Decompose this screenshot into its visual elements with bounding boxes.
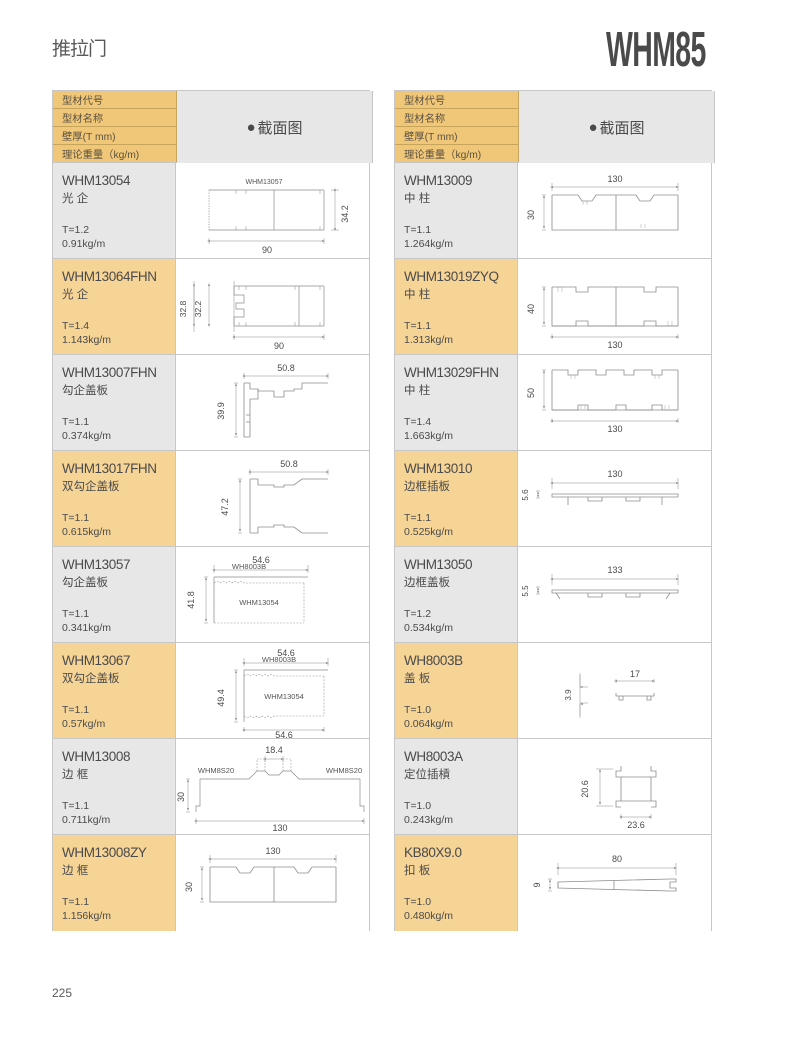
svg-text:40: 40 (526, 304, 536, 314)
svg-text:133: 133 (607, 565, 622, 575)
svg-text:20.6: 20.6 (580, 780, 590, 798)
svg-text:130: 130 (272, 823, 287, 833)
svg-text:30: 30 (184, 882, 194, 892)
svg-text:130: 130 (607, 340, 622, 350)
svg-text:130: 130 (607, 469, 622, 479)
svg-text:130: 130 (607, 174, 622, 184)
svg-text:80: 80 (612, 854, 622, 864)
svg-text:34.2: 34.2 (340, 205, 350, 223)
svg-text:32.8: 32.8 (178, 300, 188, 317)
svg-text:WHM8S20: WHM8S20 (198, 766, 234, 775)
svg-text:9: 9 (532, 882, 542, 887)
svg-text:130: 130 (607, 424, 622, 434)
svg-text:5.6: 5.6 (521, 489, 530, 501)
svg-text:WHM13054: WHM13054 (239, 598, 279, 607)
svg-text:90: 90 (274, 341, 284, 351)
svg-text:WHM13054: WHM13054 (264, 692, 304, 701)
svg-text:47.2: 47.2 (220, 498, 230, 516)
svg-text:WHM8S20: WHM8S20 (326, 766, 362, 775)
svg-text:3.9: 3.9 (564, 689, 573, 701)
svg-text:30: 30 (176, 792, 186, 802)
svg-text:54.6: 54.6 (252, 555, 270, 565)
svg-text:41.8: 41.8 (186, 591, 196, 609)
svg-text:WHM13057: WHM13057 (245, 179, 282, 186)
svg-text:30: 30 (526, 210, 536, 220)
svg-text:18.4: 18.4 (265, 745, 283, 755)
svg-text:130: 130 (265, 846, 280, 856)
svg-text:32.2: 32.2 (193, 300, 203, 317)
svg-text:50.8: 50.8 (280, 459, 298, 469)
svg-text:49.4: 49.4 (216, 689, 226, 707)
svg-text:39.9: 39.9 (216, 402, 226, 420)
svg-text:54.6: 54.6 (275, 730, 293, 739)
svg-text:17: 17 (630, 669, 640, 679)
svg-text:90: 90 (262, 245, 272, 255)
svg-text:23.6: 23.6 (627, 820, 645, 830)
svg-text:50.8: 50.8 (277, 363, 295, 373)
svg-text:5.5: 5.5 (521, 585, 530, 597)
svg-text:54.6: 54.6 (277, 648, 295, 658)
svg-text:50: 50 (526, 388, 536, 398)
